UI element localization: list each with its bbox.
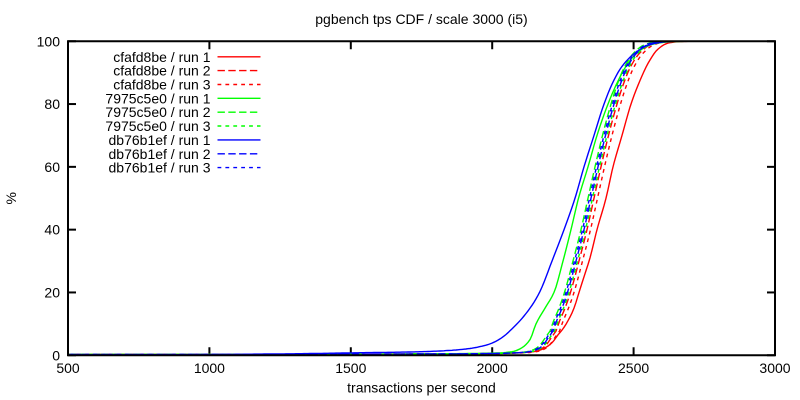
svg-text:80: 80 <box>44 96 60 112</box>
svg-text:db76b1ef / run 3: db76b1ef / run 3 <box>109 160 211 176</box>
svg-text:cfafd8be / run 3: cfafd8be / run 3 <box>113 77 211 93</box>
svg-text:100: 100 <box>37 33 61 49</box>
svg-text:pgbench tps CDF / scale 3000 (: pgbench tps CDF / scale 3000 (i5) <box>315 11 527 27</box>
svg-text:2000: 2000 <box>477 360 508 376</box>
svg-text:60: 60 <box>44 159 60 175</box>
svg-text:db76b1ef / run 1: db76b1ef / run 1 <box>109 132 211 148</box>
svg-text:7975c5e0 / run 3: 7975c5e0 / run 3 <box>105 118 210 134</box>
svg-text:0: 0 <box>52 347 60 363</box>
svg-text:2500: 2500 <box>618 360 649 376</box>
svg-text:%: % <box>3 192 19 204</box>
svg-text:cfafd8be / run 1: cfafd8be / run 1 <box>113 49 211 65</box>
svg-text:transactions per second: transactions per second <box>347 380 496 396</box>
svg-text:500: 500 <box>56 360 80 376</box>
svg-text:db76b1ef / run 2: db76b1ef / run 2 <box>109 146 211 162</box>
svg-text:1000: 1000 <box>194 360 225 376</box>
svg-text:20: 20 <box>44 284 60 300</box>
svg-text:7975c5e0 / run 2: 7975c5e0 / run 2 <box>105 104 210 120</box>
svg-text:40: 40 <box>44 222 60 238</box>
svg-text:1500: 1500 <box>335 360 366 376</box>
svg-text:7975c5e0 / run 1: 7975c5e0 / run 1 <box>105 90 210 106</box>
svg-text:3000: 3000 <box>759 360 790 376</box>
svg-text:cfafd8be / run 2: cfafd8be / run 2 <box>113 63 211 79</box>
